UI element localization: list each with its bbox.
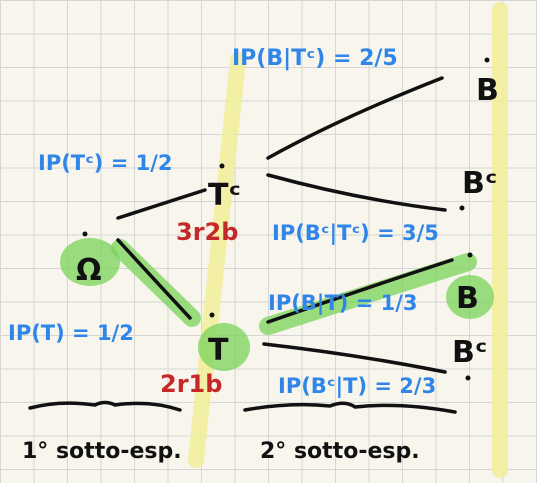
b-lower-dot: [467, 252, 473, 258]
node-tc-label: Tᶜ: [208, 178, 241, 213]
green-highlight-root: [60, 238, 120, 286]
urn-tc-contents: 3r2b: [176, 218, 238, 246]
bc-upper-dot: [459, 205, 465, 211]
prob-t: IP(T) = 1/2: [8, 321, 134, 345]
yellow-highlight-first-stage: [188, 52, 246, 468]
stage-second-label: 2° sotto-esp.: [260, 439, 420, 464]
green-highlight-t: [198, 323, 250, 371]
t-dot: [209, 312, 215, 318]
prob-b-given-tc: IP(B|Tᶜ) = 2/5: [232, 46, 398, 71]
node-b-upper-label: B: [476, 73, 499, 108]
brace-first-stage: [28, 400, 182, 412]
tc-dot: [219, 163, 225, 169]
node-b-lower-label: B: [456, 281, 479, 316]
prob-tc: IP(Tᶜ) = 1/2: [38, 151, 173, 175]
bc-lower-dot: [465, 375, 471, 381]
brace-second-stage: [243, 401, 457, 414]
node-t-label: T: [208, 333, 229, 368]
prob-bc-given-tc: IP(Bᶜ|Tᶜ) = 3/5: [272, 221, 439, 246]
b-upper-dot: [484, 57, 490, 63]
branch-root-t: [116, 238, 192, 320]
prob-bc-given-t: IP(Bᶜ|T) = 2/3: [278, 374, 436, 399]
node-bc-lower-label: Bᶜ: [452, 335, 487, 370]
stage-first-label: 1° sotto-esp.: [22, 439, 182, 464]
node-bc-upper-label: Bᶜ: [462, 166, 497, 201]
branch-tc-bc: [266, 173, 447, 212]
green-highlight-branch-t-b: [259, 253, 477, 335]
prob-b-given-t: IP(B|T) = 1/3: [268, 291, 418, 316]
urn-t-contents: 2r1b: [160, 370, 222, 398]
node-root-label: Ω: [76, 253, 102, 288]
branch-tc-b: [266, 76, 444, 160]
root-dot: [82, 231, 88, 237]
branch-t-bc: [262, 342, 447, 374]
green-highlight-b: [446, 275, 494, 319]
branch-t-b: [266, 258, 454, 324]
branch-root-tc: [116, 188, 207, 220]
